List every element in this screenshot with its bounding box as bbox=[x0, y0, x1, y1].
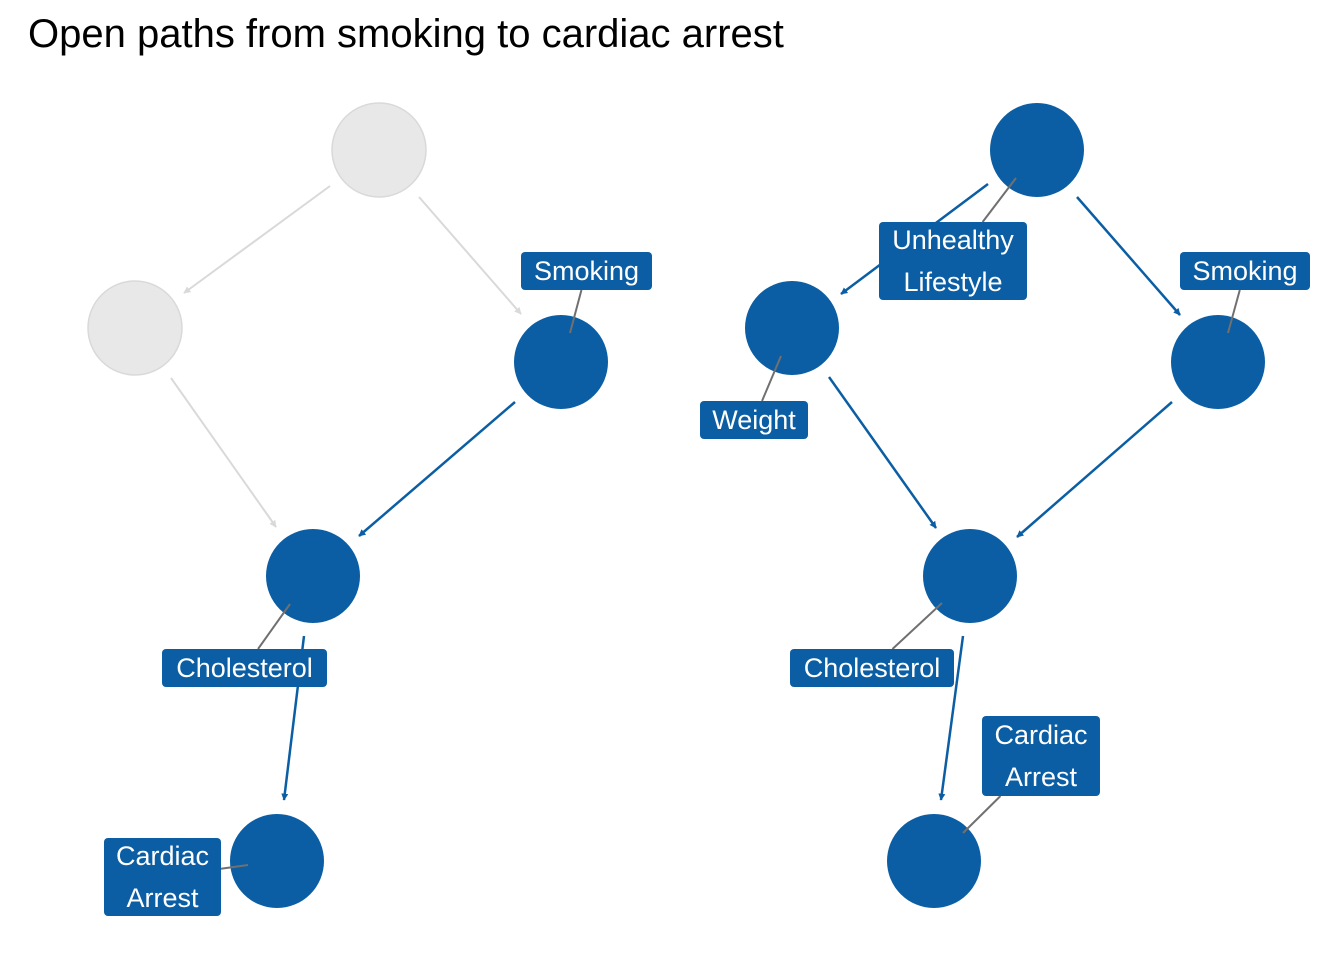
label-box bbox=[982, 716, 1100, 796]
label-text: Unhealthy bbox=[892, 225, 1014, 255]
edge-right-u-to-s bbox=[1076, 196, 1181, 316]
node-label-left-c: Cholesterol bbox=[162, 603, 327, 687]
edge-right-w-to-c bbox=[827, 376, 938, 529]
label-text: Cardiac bbox=[116, 841, 209, 871]
label-text: Cholesterol bbox=[176, 653, 313, 683]
label-leader-line bbox=[569, 289, 583, 334]
label-text: Cardiac bbox=[994, 720, 1087, 750]
node-label-right-u: Unhealthy Lifestyle bbox=[879, 177, 1027, 300]
edge-left-u-to-s bbox=[418, 196, 522, 315]
node-label-right-w: Weight bbox=[700, 355, 808, 439]
node-left-a bbox=[230, 814, 324, 908]
edge-left-u-to-w bbox=[183, 185, 331, 294]
node-label-left-s: Smoking bbox=[521, 252, 652, 334]
labels-layer: Smoking Cholesterol Cardiac Arrest Unhealthy… bbox=[104, 177, 1310, 916]
edge-left-w-to-c bbox=[170, 377, 277, 528]
label-box bbox=[104, 838, 221, 916]
node-right-u bbox=[990, 103, 1084, 197]
label-text: Lifestyle bbox=[903, 267, 1002, 297]
label-text: Arrest bbox=[1005, 762, 1078, 792]
node-left-c bbox=[266, 529, 360, 623]
edges-layer bbox=[170, 182, 1181, 801]
label-box bbox=[1180, 252, 1310, 290]
node-right-s bbox=[1171, 315, 1265, 409]
label-leader-line bbox=[761, 355, 782, 402]
label-box bbox=[700, 401, 808, 439]
page-title: Open paths from smoking to cardiac arres… bbox=[28, 12, 784, 56]
label-leader-line bbox=[257, 603, 291, 650]
nodes-layer bbox=[87, 102, 1265, 908]
label-box bbox=[790, 649, 954, 687]
label-text: Smoking bbox=[1192, 256, 1297, 286]
node-right-c bbox=[923, 529, 1017, 623]
node-label-right-a: Cardiac Arrest bbox=[962, 716, 1100, 834]
node-label-left-a: Cardiac Arrest bbox=[104, 838, 249, 916]
label-text: Arrest bbox=[126, 883, 199, 913]
label-leader-line bbox=[1227, 289, 1241, 334]
label-leader-line bbox=[981, 177, 1017, 223]
edge-right-s-to-c bbox=[1016, 401, 1173, 538]
node-right-w bbox=[745, 281, 839, 375]
node-label-right-c: Cholesterol bbox=[790, 602, 954, 687]
node-label-right-s: Smoking bbox=[1180, 252, 1310, 334]
label-box bbox=[162, 649, 327, 687]
edge-left-s-to-c bbox=[358, 401, 516, 537]
label-leader-line bbox=[891, 602, 943, 650]
node-right-a bbox=[887, 814, 981, 908]
label-box bbox=[879, 222, 1027, 300]
label-text: Weight bbox=[712, 405, 796, 435]
label-leader-line bbox=[220, 864, 249, 870]
node-left-w bbox=[87, 280, 183, 376]
node-left-s bbox=[514, 315, 608, 409]
label-box bbox=[521, 252, 652, 290]
label-text: Smoking bbox=[534, 256, 639, 286]
node-left-u bbox=[331, 102, 427, 198]
label-leader-line bbox=[962, 795, 1002, 834]
edge-right-c-to-a bbox=[938, 635, 965, 801]
label-text: Cholesterol bbox=[804, 653, 941, 683]
